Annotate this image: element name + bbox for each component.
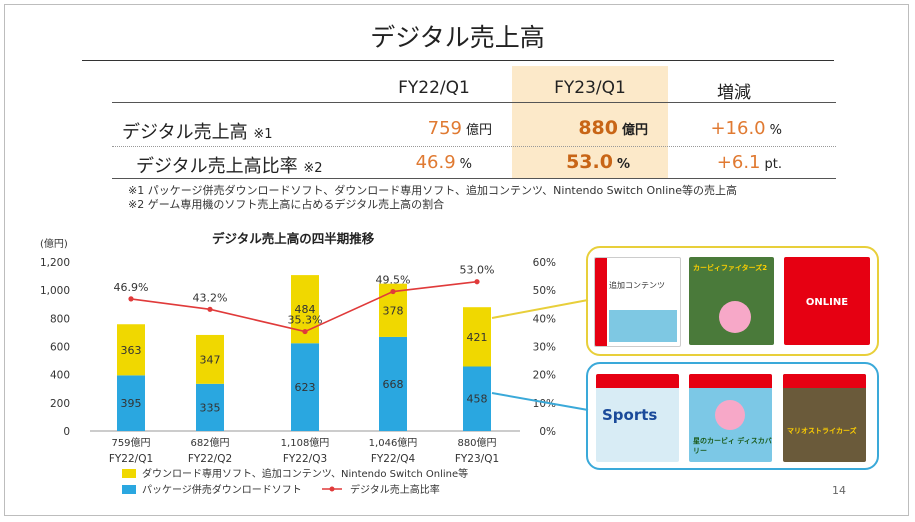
page-number: 14 bbox=[832, 484, 846, 497]
row-label-text: デジタル売上高比率 bbox=[136, 156, 298, 177]
kirby-fighters-image: カービィファイターズ2 bbox=[689, 257, 774, 345]
dlc-label: 追加コンテンツ bbox=[609, 281, 665, 290]
header-fy23: FY23/Q1 bbox=[554, 78, 626, 98]
value-text: 880 bbox=[578, 117, 618, 139]
switch-online-image: ONLINE bbox=[784, 257, 870, 345]
header-fy22: FY22/Q1 bbox=[398, 78, 470, 98]
fy23-digital-ratio: 53.0% bbox=[520, 151, 630, 173]
switch-header bbox=[783, 374, 866, 388]
unit-text: % bbox=[616, 157, 630, 172]
dlc-artwork bbox=[609, 310, 677, 342]
title-rule bbox=[82, 60, 834, 61]
kirby-character bbox=[719, 301, 751, 333]
row-label-text: デジタル売上高 bbox=[122, 122, 248, 143]
game-title: マリオストライカーズ bbox=[787, 427, 857, 435]
row-note-mark: ※1 bbox=[253, 127, 273, 142]
switch-sports-image: Sports bbox=[596, 374, 679, 462]
online-logo: ONLINE bbox=[805, 297, 849, 308]
game-title: 星のカービィ ディスカバリー bbox=[693, 437, 772, 455]
fy23-digital-sales: 880 億円 bbox=[520, 117, 648, 139]
dlc-card-image: 追加コンテンツ bbox=[594, 257, 681, 347]
value-text: 53.0 bbox=[566, 151, 613, 173]
unit-text: % bbox=[459, 157, 472, 172]
kirby-discovery-image: 星のカービィ ディスカバリー bbox=[689, 374, 772, 462]
value-text: 46.9 bbox=[415, 152, 456, 173]
change-digital-sales: +16.0% bbox=[670, 118, 782, 139]
unit-text: 億円 bbox=[465, 123, 492, 138]
switch-header bbox=[689, 374, 772, 388]
highlight-column bbox=[512, 66, 668, 178]
fy22-digital-ratio: 46.9% bbox=[380, 152, 472, 173]
kirby-character bbox=[715, 400, 745, 430]
row-label-digital-sales: デジタル売上高 ※1 bbox=[122, 118, 273, 144]
row-note-mark: ※2 bbox=[303, 161, 323, 176]
header-change: 増減 bbox=[717, 83, 751, 103]
chart-title: デジタル売上高の四半期推移 bbox=[212, 231, 375, 246]
change-digital-ratio: +6.1 pt. bbox=[670, 152, 782, 173]
mario-strikers-image: マリオストライカーズ bbox=[783, 374, 866, 462]
table-rule bbox=[112, 178, 836, 179]
slide-frame bbox=[4, 4, 909, 516]
value-text: 759 bbox=[427, 118, 462, 139]
value-text: +6.1 bbox=[716, 152, 761, 173]
game-title: Sports bbox=[602, 406, 658, 424]
game-title: カービィファイターズ2 bbox=[693, 264, 768, 272]
package-dl-image-panel: Sports 星のカービィ ディスカバリー マリオストライカーズ bbox=[586, 362, 879, 470]
footnote-2: ※2 ゲーム専用機のソフト売上高に占めるデジタル売上高の割合 bbox=[128, 198, 445, 211]
unit-text: pt. bbox=[764, 157, 782, 172]
page-title: デジタル売上高 bbox=[370, 23, 545, 52]
fy22-digital-sales: 759 億円 bbox=[380, 118, 492, 139]
table-rule bbox=[112, 146, 836, 147]
unit-text: % bbox=[769, 123, 782, 138]
unit-text: 億円 bbox=[621, 123, 648, 138]
dl-only-image-panel: 追加コンテンツ カービィファイターズ2 ONLINE bbox=[586, 246, 879, 356]
row-label-digital-ratio: デジタル売上高比率 ※2 bbox=[136, 152, 323, 178]
switch-logo-strip bbox=[595, 258, 607, 346]
switch-header bbox=[596, 374, 679, 388]
value-text: +16.0 bbox=[710, 118, 766, 139]
footnote-1: ※1 パッケージ併売ダウンロードソフト、ダウンロード専用ソフト、追加コンテンツ、… bbox=[128, 184, 738, 197]
table-rule bbox=[112, 102, 836, 103]
